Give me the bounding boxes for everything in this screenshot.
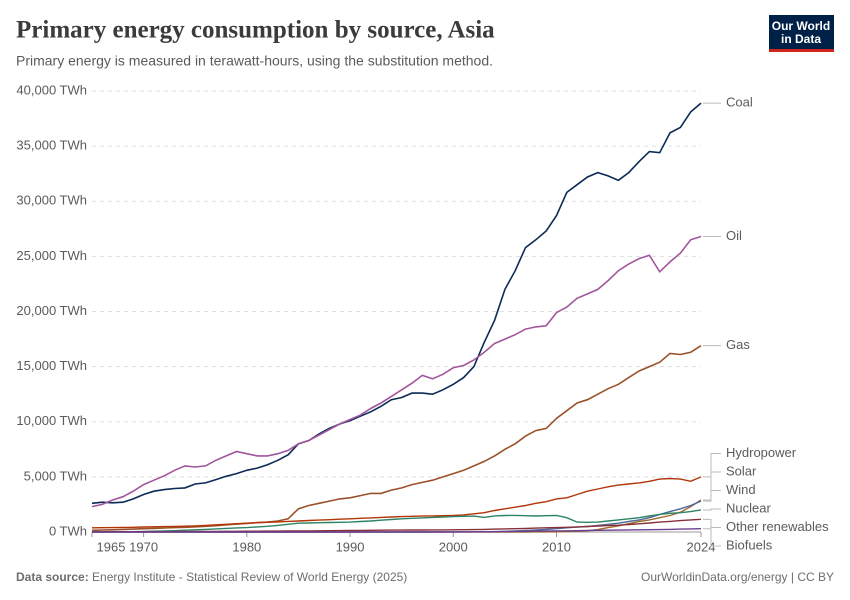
- y-tick-label: 40,000 TWh: [16, 82, 87, 97]
- y-tick-label: 10,000 TWh: [16, 413, 87, 428]
- chart-subtitle: Primary energy is measured in terawatt-h…: [16, 53, 493, 69]
- y-tick-label: 5,000 TWh: [24, 468, 87, 483]
- x-tick-label: 1990: [336, 539, 365, 554]
- legend-label: Biofuels: [726, 537, 773, 552]
- chart-title: Primary energy consumption by source, As…: [16, 17, 495, 44]
- series-line: [91, 102, 702, 505]
- legend-label: Nuclear: [726, 500, 771, 515]
- legend-label: Gas: [726, 337, 750, 352]
- series-line: [91, 235, 702, 508]
- legend-label: Solar: [726, 463, 757, 478]
- y-tick-label: 30,000 TWh: [16, 193, 87, 208]
- x-tick-label: 1980: [232, 539, 261, 554]
- x-tick-label: 2010: [542, 539, 571, 554]
- source-text[interactable]: Energy Institute - Statistical Review of…: [92, 570, 407, 584]
- legend-label: Wind: [726, 482, 756, 497]
- logo-box[interactable]: [769, 15, 834, 52]
- y-tick-label: 35,000 TWh: [16, 138, 87, 153]
- x-tick-label: 2000: [439, 539, 468, 554]
- x-tick-label: 2024: [687, 539, 716, 554]
- legend-label: Hydropower: [726, 445, 797, 460]
- logo-stripe: [769, 49, 834, 52]
- series-line: [91, 345, 702, 532]
- logo-text[interactable]: in Data: [781, 32, 821, 46]
- series-line: [91, 509, 702, 533]
- y-tick-label: 0 TWh: [49, 523, 87, 538]
- legend-label: Coal: [726, 95, 753, 110]
- label-leader: [703, 453, 721, 478]
- source-label: Data source:: [16, 570, 89, 584]
- label-leader: [703, 490, 721, 502]
- y-tick-label: 20,000 TWh: [16, 303, 87, 318]
- series-line: [91, 476, 702, 529]
- x-tick-label: 1965: [97, 539, 126, 554]
- series-line: [92, 528, 702, 533]
- label-leader: [703, 471, 721, 501]
- legend-label: Other renewables: [726, 519, 829, 534]
- x-tick-label: 1970: [129, 539, 158, 554]
- y-tick-label: 25,000 TWh: [16, 248, 87, 263]
- label-leader: [703, 518, 721, 528]
- label-leader: [703, 528, 721, 547]
- source: Data source: Energy Institute - Statisti…: [16, 570, 407, 584]
- logo-text[interactable]: Our World: [772, 19, 830, 33]
- legend-label: Oil: [726, 228, 742, 243]
- y-tick-label: 15,000 TWh: [16, 358, 87, 373]
- footer-link[interactable]: OurWorldinData.org/energy | CC BY: [641, 570, 834, 584]
- label-leader: [703, 508, 721, 511]
